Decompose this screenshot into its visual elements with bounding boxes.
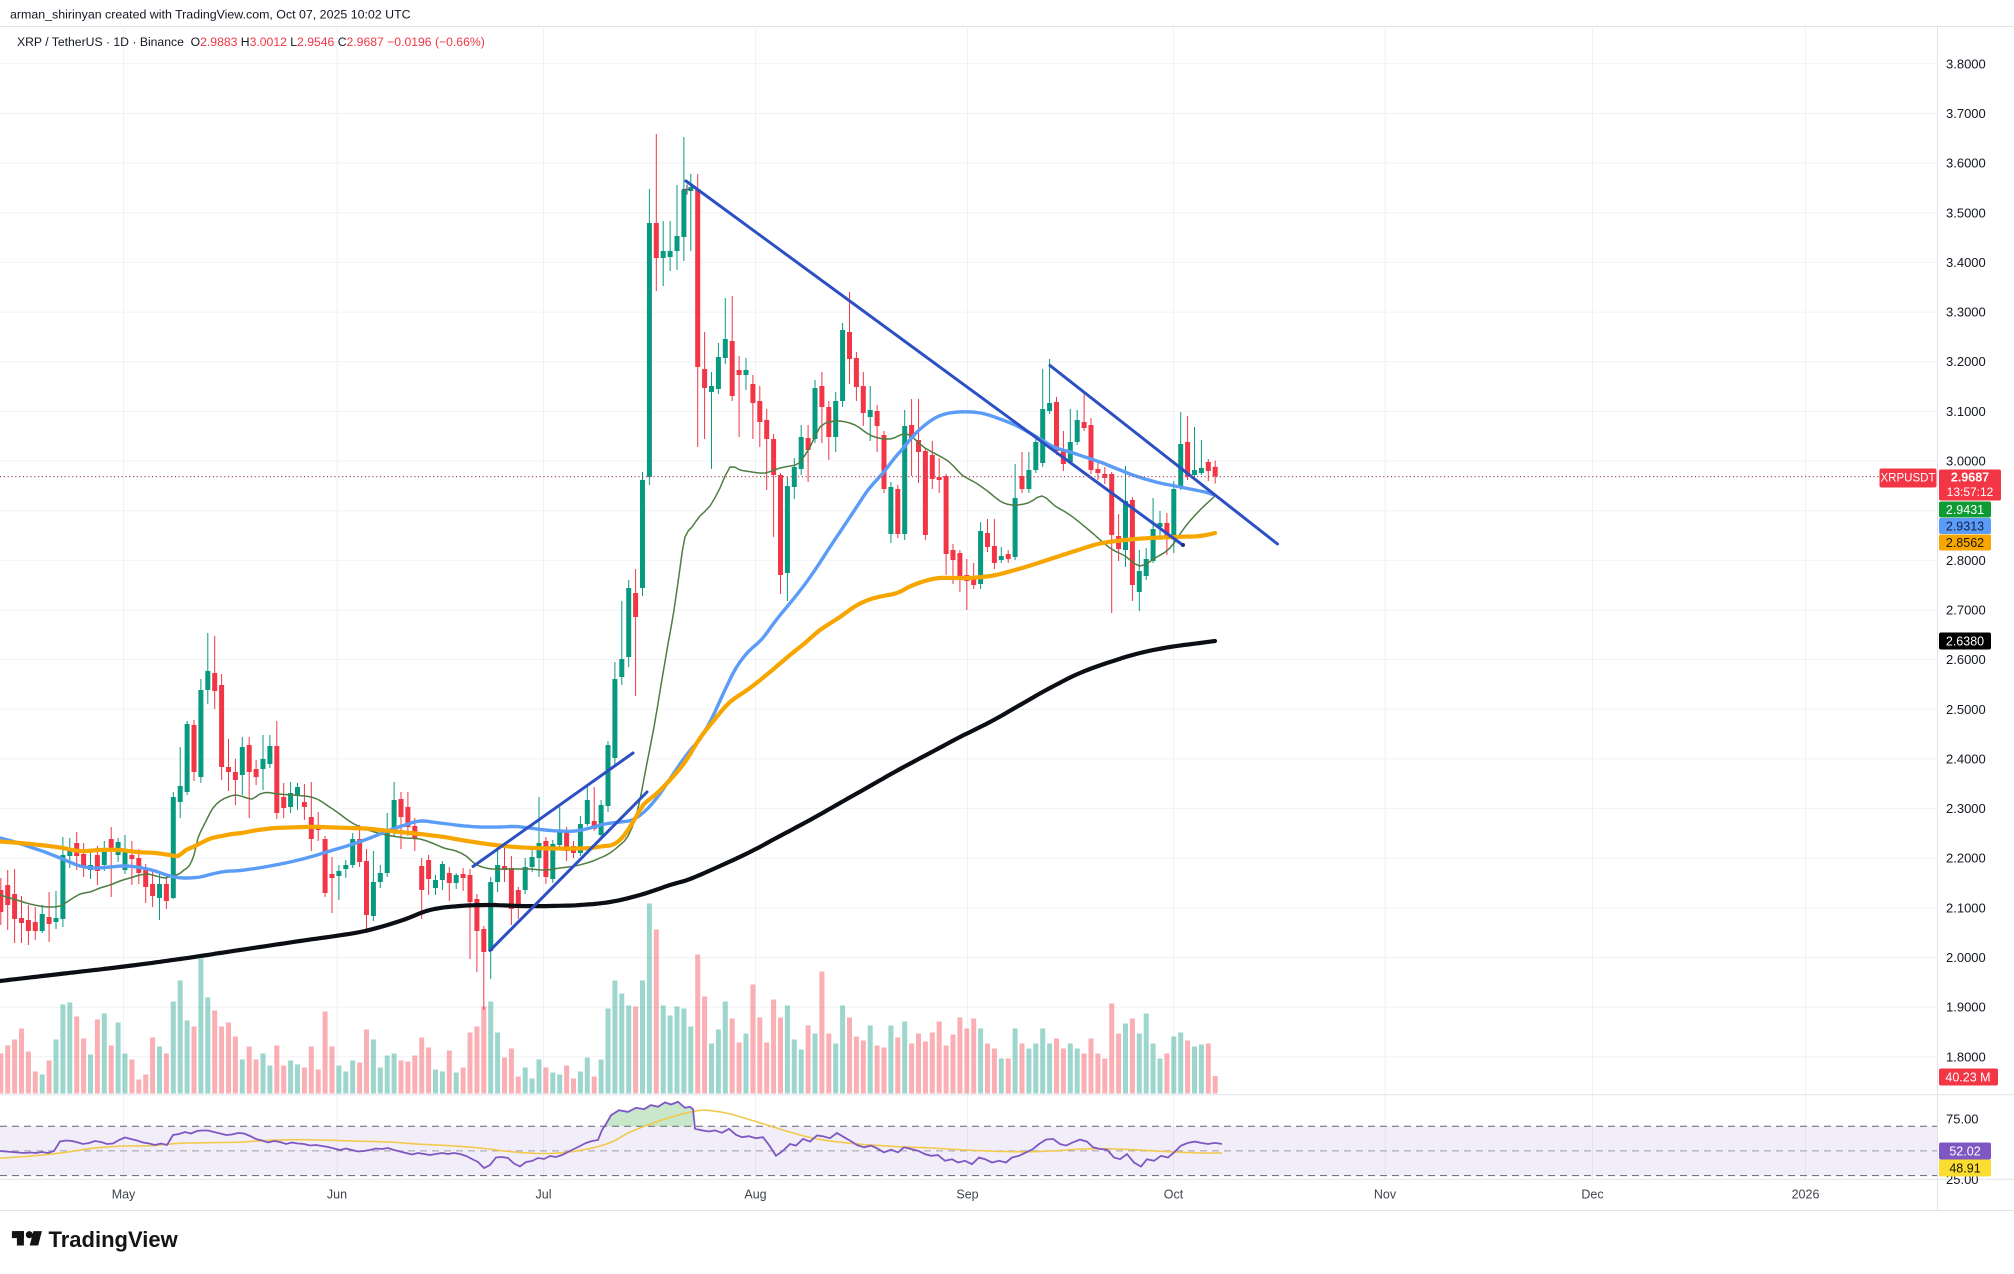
svg-text:2.3000: 2.3000 xyxy=(1946,801,1986,816)
svg-text:2.6000: 2.6000 xyxy=(1946,652,1986,667)
svg-text:2.2000: 2.2000 xyxy=(1946,851,1986,866)
svg-text:3.6000: 3.6000 xyxy=(1946,156,1986,171)
svg-text:2.6380: 2.6380 xyxy=(1946,635,1984,649)
svg-text:75.00: 75.00 xyxy=(1946,1112,1979,1127)
svg-text:Oct: Oct xyxy=(1164,1188,1184,1202)
svg-text:Nov: Nov xyxy=(1374,1188,1397,1202)
svg-text:2.4000: 2.4000 xyxy=(1946,751,1986,766)
svg-text:XRPUSDT: XRPUSDT xyxy=(1881,473,1936,485)
svg-text:3.7000: 3.7000 xyxy=(1946,106,1986,121)
svg-text:XRP / TetherUS · 1D · Binance: XRP / TetherUS · 1D · Binance O2.9883 H3… xyxy=(17,35,485,49)
svg-text:2.0000: 2.0000 xyxy=(1946,950,1986,965)
svg-text:2.8562: 2.8562 xyxy=(1946,536,1984,550)
svg-text:3.5000: 3.5000 xyxy=(1946,205,1986,220)
svg-text:3.8000: 3.8000 xyxy=(1946,56,1986,71)
svg-text:May: May xyxy=(112,1188,136,1202)
svg-text:3.0000: 3.0000 xyxy=(1946,454,1986,469)
svg-text:Jul: Jul xyxy=(536,1188,552,1202)
svg-text:TradingView: TradingView xyxy=(49,1227,179,1252)
svg-text:2.9431: 2.9431 xyxy=(1946,503,1984,517)
svg-text:2.1000: 2.1000 xyxy=(1946,900,1986,915)
svg-text:Jun: Jun xyxy=(327,1188,347,1202)
svg-text:2.5000: 2.5000 xyxy=(1946,702,1986,717)
svg-text:3.2000: 3.2000 xyxy=(1946,354,1986,369)
svg-text:2.9313: 2.9313 xyxy=(1946,520,1984,534)
svg-text:Dec: Dec xyxy=(1581,1188,1603,1202)
svg-text:2.9687: 2.9687 xyxy=(1951,471,1989,485)
svg-text:1.9000: 1.9000 xyxy=(1946,1000,1986,1015)
svg-text:2.7000: 2.7000 xyxy=(1946,602,1986,617)
svg-text:Aug: Aug xyxy=(744,1188,766,1202)
svg-text:52.02: 52.02 xyxy=(1949,1145,1980,1159)
svg-text:2026: 2026 xyxy=(1792,1188,1820,1202)
svg-text:arman_shirinyan created with T: arman_shirinyan created with TradingView… xyxy=(10,8,411,22)
svg-text:13:57:12: 13:57:12 xyxy=(1947,485,1994,499)
svg-text:2.8000: 2.8000 xyxy=(1946,553,1986,568)
svg-text:1.8000: 1.8000 xyxy=(1946,1049,1986,1064)
svg-text:48.91: 48.91 xyxy=(1949,1162,1980,1176)
svg-text:3.3000: 3.3000 xyxy=(1946,305,1986,320)
svg-text:40.23 M: 40.23 M xyxy=(1945,1071,1990,1085)
svg-text:Sep: Sep xyxy=(956,1188,978,1202)
svg-text:3.1000: 3.1000 xyxy=(1946,404,1986,419)
svg-text:3.4000: 3.4000 xyxy=(1946,255,1986,270)
